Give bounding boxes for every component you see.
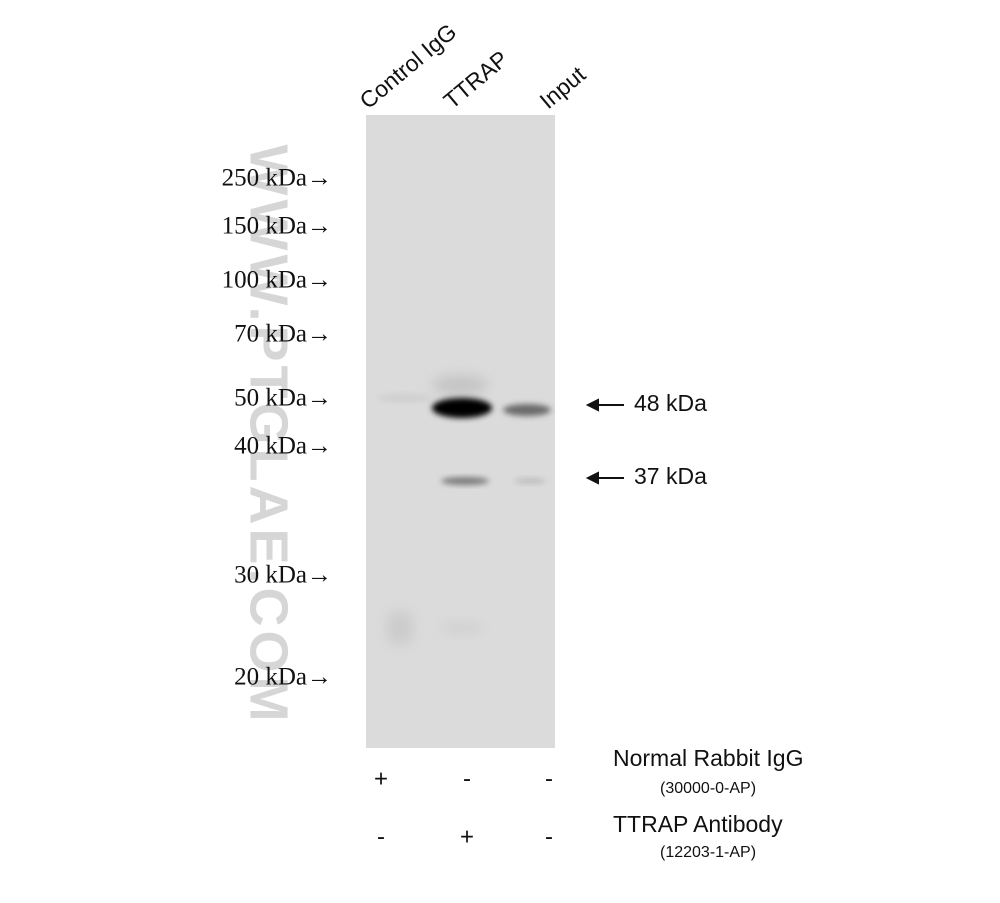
lane-label: Input [535, 61, 591, 114]
sign: + [460, 823, 474, 850]
marker-label: 70 kDa→ [234, 321, 332, 348]
lane-label: TTRAP [439, 45, 513, 113]
treatment-name: TTRAP Antibody [613, 811, 783, 837]
watermark: WWW.PTGLAE.COM [239, 145, 299, 726]
treatment-name: Normal Rabbit IgG [613, 745, 803, 771]
band-label: 48 kDa [634, 390, 707, 416]
blot [366, 115, 555, 748]
marker-label: 40 kDa→ [234, 433, 332, 460]
marker-label: 30 kDa→ [234, 562, 332, 589]
treatment-catalog: (12203-1-AP) [660, 844, 756, 861]
sign: - [545, 765, 553, 792]
marker-label: 150 kDa→ [222, 213, 332, 240]
sign: - [463, 765, 471, 792]
marker-label: 250 kDa→ [222, 165, 332, 192]
sign: - [545, 823, 553, 850]
marker-label: 20 kDa→ [234, 664, 332, 691]
sign: - [377, 823, 385, 850]
marker-label: 50 kDa→ [234, 385, 332, 412]
marker-label: 100 kDa→ [222, 267, 332, 294]
treatment-catalog: (30000-0-AP) [660, 780, 756, 797]
band-label: 37 kDa [634, 463, 707, 489]
band-arrow [585, 398, 624, 485]
sign: + [374, 765, 388, 792]
